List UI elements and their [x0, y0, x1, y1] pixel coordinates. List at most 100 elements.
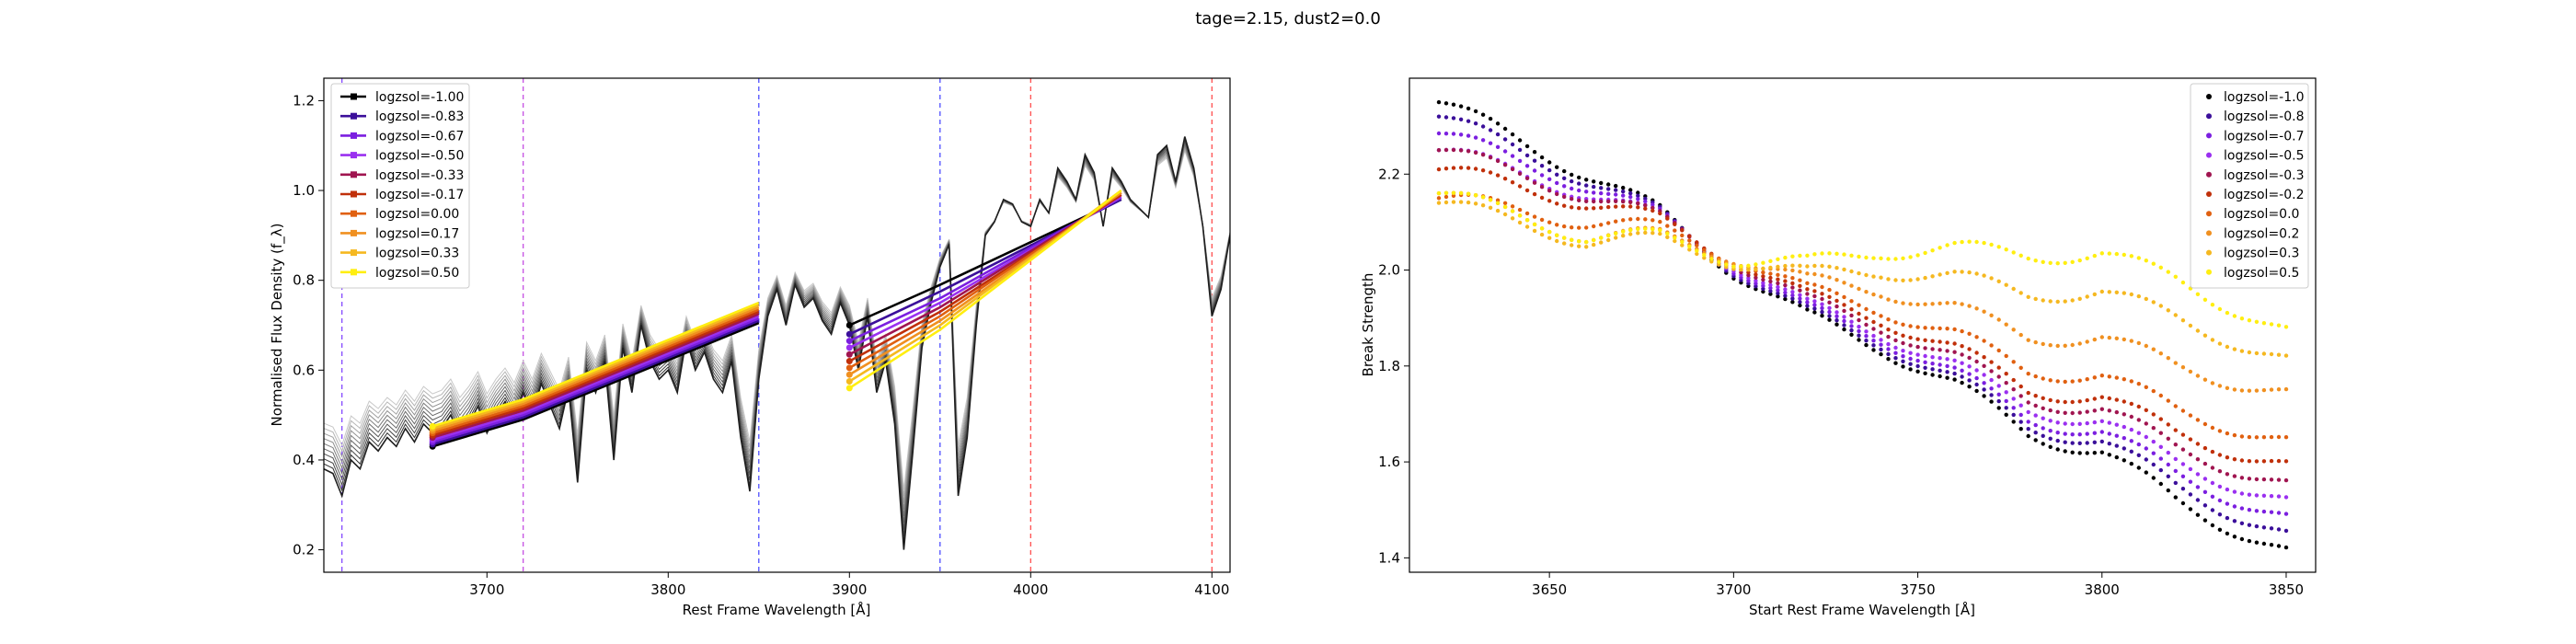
data-point	[1517, 171, 1523, 176]
data-point	[1570, 237, 1574, 242]
data-point	[1614, 231, 1618, 236]
data-point	[2225, 344, 2230, 350]
data-point	[1606, 221, 1611, 225]
data-point	[1510, 216, 1515, 221]
data-point	[1636, 193, 1640, 198]
data-point	[1458, 117, 1464, 121]
data-point	[1761, 260, 1765, 265]
data-point	[1930, 367, 1935, 372]
data-point	[2173, 313, 2178, 317]
data-point	[1584, 178, 1589, 182]
data-point	[1592, 179, 1596, 184]
data-point	[1989, 360, 1994, 364]
data-point	[1768, 279, 1773, 284]
data-point	[1517, 158, 1523, 164]
data-point	[1768, 271, 1773, 276]
data-point	[1982, 387, 1986, 392]
data-point	[1842, 267, 1846, 272]
data-point	[2041, 341, 2045, 347]
data-point	[1923, 338, 1927, 342]
data-point	[1967, 331, 1972, 336]
data-point	[1945, 349, 1949, 353]
data-point	[2276, 387, 2282, 392]
data-point	[1754, 272, 1758, 277]
data-point	[2077, 399, 2082, 404]
data-point	[2144, 343, 2148, 349]
data-point	[2188, 413, 2193, 418]
data-point	[1952, 350, 1957, 354]
data-point	[1466, 133, 1471, 138]
data-point	[1702, 247, 1707, 253]
data-point	[1761, 270, 1765, 275]
data-point	[1592, 224, 1596, 229]
legend-marker	[2206, 211, 2212, 217]
point-series-3	[1436, 147, 2289, 500]
data-point	[1562, 184, 1567, 189]
data-point	[2283, 495, 2289, 500]
data-point	[1570, 205, 1574, 210]
data-point	[2136, 466, 2141, 470]
data-point	[2247, 388, 2252, 393]
data-point	[1901, 301, 1905, 305]
data-point	[1901, 278, 1905, 282]
legend-marker	[2206, 269, 2212, 275]
data-point	[1480, 168, 1486, 173]
data-point	[2114, 433, 2119, 438]
data-point	[1480, 124, 1486, 129]
data-point	[1812, 271, 1817, 277]
data-point	[1599, 186, 1604, 190]
data-point	[2085, 339, 2089, 344]
data-point	[1466, 119, 1471, 123]
data-point	[2158, 444, 2163, 449]
data-point	[1938, 356, 1942, 361]
legend-label: logzsol=-1.0	[2224, 90, 2305, 105]
data-point	[2195, 328, 2201, 333]
data-point	[1621, 234, 1626, 238]
data-point	[1754, 267, 1758, 271]
data-point	[1783, 282, 1788, 288]
data-point	[1945, 301, 1949, 305]
data-point	[2202, 503, 2208, 508]
data-point	[2122, 337, 2126, 342]
data-point	[1952, 270, 1957, 274]
data-point	[1539, 173, 1545, 178]
data-point	[2107, 290, 2111, 294]
data-point	[1547, 229, 1552, 235]
data-point	[2217, 429, 2223, 433]
data-point	[2225, 310, 2230, 316]
data-point	[1886, 334, 1891, 339]
data-point	[2166, 356, 2170, 361]
data-point	[1517, 207, 1523, 213]
fit-point	[429, 422, 436, 430]
data-point	[1636, 205, 1640, 210]
data-point	[2107, 374, 2111, 379]
data-point	[1776, 294, 1780, 299]
data-point	[1893, 361, 1898, 365]
data-point	[1473, 109, 1478, 114]
data-point	[1886, 357, 1891, 362]
data-point	[1643, 203, 1648, 208]
data-point	[2055, 420, 2060, 425]
data-point	[1857, 311, 1861, 316]
data-point	[1658, 219, 1662, 224]
legend-label: logzsol=-0.8	[2224, 109, 2305, 124]
data-point	[2129, 439, 2133, 443]
data-point	[1510, 209, 1515, 213]
data-point	[1923, 365, 1927, 370]
data-point	[2026, 372, 2030, 376]
data-point	[1658, 231, 1662, 236]
data-point	[1673, 238, 1677, 244]
data-point	[2195, 292, 2201, 296]
data-point	[2077, 441, 2082, 445]
data-point	[1893, 345, 1898, 351]
data-point	[1805, 300, 1810, 305]
data-point	[1930, 326, 1935, 330]
data-point	[1805, 264, 1810, 269]
data-point	[2151, 439, 2156, 444]
data-point	[1555, 191, 1559, 197]
data-point	[1960, 361, 1964, 365]
data-point	[1451, 102, 1456, 107]
point-series-0	[1436, 99, 2289, 550]
legend-marker	[351, 269, 357, 276]
data-point	[1443, 101, 1449, 106]
